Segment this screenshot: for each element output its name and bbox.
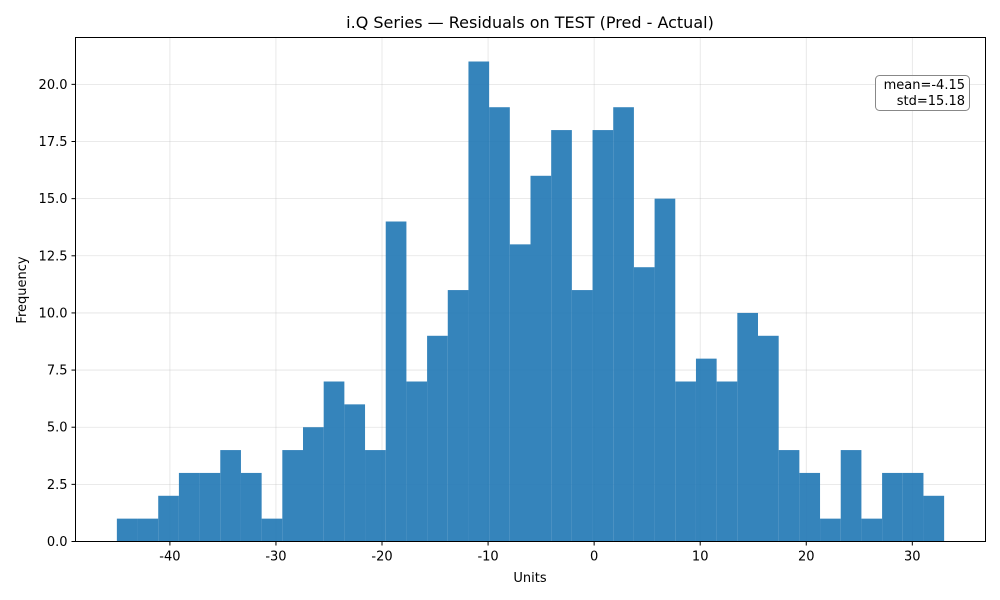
histogram-bar xyxy=(303,427,324,542)
bars xyxy=(116,61,945,542)
histogram-bar xyxy=(323,381,345,542)
histogram-bar xyxy=(778,450,800,542)
y-axis-label: Frequency xyxy=(15,256,30,323)
x-tick-label: -10 xyxy=(477,550,498,565)
histogram-bar xyxy=(716,381,738,542)
x-tick-label: 20 xyxy=(798,550,815,565)
y-tick-label: 17.5 xyxy=(39,135,68,150)
stats-box-frame xyxy=(875,75,970,111)
y-tick-label: 2.5 xyxy=(47,478,68,493)
x-tick-label: 10 xyxy=(692,550,709,565)
histogram-bar xyxy=(654,198,676,542)
histogram-bar xyxy=(675,381,696,542)
histogram-bar xyxy=(633,267,655,542)
histogram-bar xyxy=(695,358,717,542)
y-tick-label: 10.0 xyxy=(39,306,68,321)
x-axis-ticks: -40 -30 -20 -10 0 10 20 30 xyxy=(159,541,921,565)
histogram-bar xyxy=(799,472,821,542)
histogram-bar xyxy=(613,107,634,542)
histogram-bar xyxy=(365,450,386,542)
y-axis-ticks: 0.0 2.5 5.0 7.5 10.0 12.5 15.0 17.5 20.0 xyxy=(39,78,76,550)
histogram-bar xyxy=(820,518,841,542)
y-tick-label: 0.0 xyxy=(47,535,68,550)
histogram-bar xyxy=(344,404,366,542)
y-tick-label: 5.0 xyxy=(47,421,68,436)
histogram-bar xyxy=(240,472,262,542)
histogram-bar xyxy=(758,335,779,542)
histogram-bar xyxy=(137,518,159,542)
histogram-bar xyxy=(427,335,448,542)
histogram-bar xyxy=(571,290,593,542)
stats-std: std=15.18 xyxy=(897,94,965,109)
y-tick-label: 12.5 xyxy=(39,249,68,264)
histogram-bar xyxy=(489,107,510,542)
histogram-bar xyxy=(199,472,221,542)
y-tick-label: 20.0 xyxy=(39,78,68,93)
x-tick-label: -20 xyxy=(371,550,392,565)
x-tick-label: 0 xyxy=(590,550,598,565)
histogram-bar xyxy=(902,472,924,542)
plot-frame xyxy=(75,37,986,542)
chart-title: i.Q Series — Residuals on TEST (Pred - A… xyxy=(346,13,714,32)
histogram-bar xyxy=(882,472,903,542)
stats-annotation: mean=-4.15 std=15.18 xyxy=(875,75,970,111)
x-tick-label: -40 xyxy=(159,550,180,565)
y-tick-label: 7.5 xyxy=(47,364,68,379)
histogram-bar xyxy=(261,518,283,542)
histogram-bar xyxy=(592,130,614,542)
histogram-bar xyxy=(220,450,241,542)
x-axis-label: Units xyxy=(513,571,546,586)
histogram-bar xyxy=(530,175,552,542)
histogram-bar xyxy=(468,61,490,542)
histogram-bar xyxy=(861,518,883,542)
histogram-bar xyxy=(178,472,200,542)
histogram-bar xyxy=(509,244,531,542)
histogram-bar xyxy=(158,495,179,542)
histogram-bar xyxy=(282,450,303,542)
y-tick-label: 15.0 xyxy=(39,192,68,207)
histogram-bar xyxy=(840,450,862,542)
histogram-bar xyxy=(737,312,758,542)
histogram-bar xyxy=(447,290,469,542)
x-tick-label: 30 xyxy=(904,550,921,565)
histogram-bar xyxy=(923,495,945,542)
stats-mean: mean=-4.15 xyxy=(884,78,965,93)
histogram-bar xyxy=(551,130,572,542)
x-tick-label: -30 xyxy=(265,550,286,565)
histogram-bar xyxy=(385,221,407,542)
histogram-bar xyxy=(116,518,138,542)
histogram-bar xyxy=(406,381,428,542)
